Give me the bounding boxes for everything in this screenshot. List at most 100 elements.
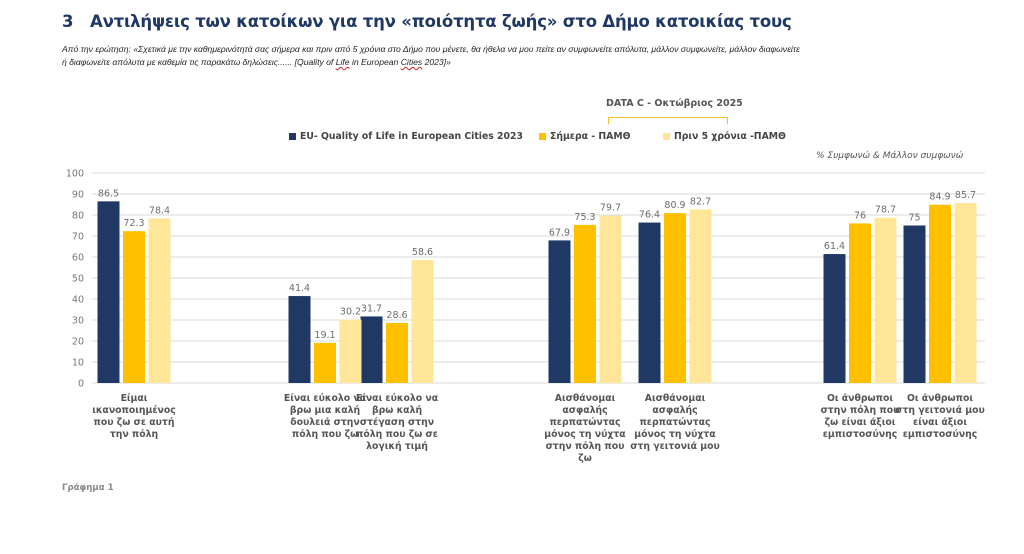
x-category-label-line: Οι άνθρωποι (827, 393, 893, 404)
bar (954, 203, 977, 383)
x-category-label-line: στέγαση στην (360, 417, 434, 428)
bar (123, 231, 145, 383)
data-label: 58.6 (412, 247, 433, 258)
data-label: 72.3 (123, 218, 144, 229)
legend-item-eu: EU- Quality of Life in European Cities 2… (289, 131, 523, 142)
x-category-label-line: ικανοποιημένος (92, 405, 176, 416)
bar (360, 316, 383, 383)
x-category-label: Αισθάνομαι ασφαλής περπατώντας μόνος τη νύχ… (544, 393, 625, 464)
unit-note: % Συμφωνώ & Μάλλον συμφωνώ (816, 151, 964, 161)
data-label: 78.4 (149, 205, 170, 216)
bar (411, 259, 434, 383)
question-text: ή διαφωνείτε απόλυτα με καθεμία τις παρα… (62, 57, 336, 67)
survey-question: Από την ερώτηση: «Σχετικά με την καθημερ… (62, 43, 1022, 69)
x-category-label-line: την πόλη (110, 429, 158, 440)
data-label: 82.7 (690, 196, 711, 207)
legend-swatch-eu (289, 133, 296, 140)
data-label: 76.4 (639, 210, 660, 221)
figure-caption: Γράφημα 1 (62, 483, 114, 493)
x-category-label-line: εμπιστοσύνης (903, 429, 978, 440)
y-tick-label: 30 (72, 316, 84, 327)
x-category-label-line: περπατώντας (639, 417, 710, 428)
legend-swatch-today (539, 133, 546, 140)
data-label: 78.7 (875, 205, 896, 216)
question-line-2: ή διαφωνείτε απόλυτα με καθεμία τις παρα… (62, 56, 1022, 69)
data-label: 75.3 (574, 212, 595, 223)
x-category-label-line: Αισθάνομαι (555, 393, 616, 404)
bar (599, 215, 622, 383)
x-category-label-line: που ζω σε αυτή (94, 417, 175, 428)
x-category-label-line: εμπιστοσύνης (823, 429, 898, 440)
x-category-label: Είναι εύκολο να βρω καλή στέγαση στην πόλη … (356, 393, 438, 452)
question-line-1: Από την ερώτηση: «Σχετικά με την καθημερ… (62, 44, 800, 54)
y-tick-label: 90 (72, 190, 84, 201)
data-label: 84.9 (929, 192, 950, 203)
x-category-label: Είναι εύκολο να βρω μια καλή δουλειά στην π… (284, 393, 366, 440)
x-category-label-line: Είναι εύκολο να (356, 393, 438, 404)
x-category-label-line: στην πόλη που (821, 405, 900, 416)
bar (874, 217, 897, 383)
bar (97, 201, 120, 383)
x-category-label-line: ζω είναι άξιοι (825, 417, 896, 428)
x-category-label-line: ασφαλής (652, 405, 697, 416)
x-category-label-line: Είμαι (121, 393, 148, 404)
x-category-label-line: πόλη που ζω (292, 429, 358, 440)
x-category-label-line: βρω καλή (372, 405, 422, 416)
data-label: 41.4 (289, 283, 310, 294)
x-category-label-line: μόνος τη νύχτα (634, 429, 715, 440)
legend-label-eu: EU- Quality of Life in European Cities 2… (300, 131, 523, 142)
data-label: 28.6 (386, 310, 407, 321)
x-category-label-line: ασφαλής (562, 405, 607, 416)
bar (849, 223, 871, 383)
question-text: 2023]» (422, 57, 451, 67)
data-label: 79.7 (600, 203, 621, 214)
data-label: 75 (908, 213, 920, 224)
y-tick-label: 0 (78, 379, 84, 390)
bar (288, 296, 311, 383)
spellcheck-word: Life (335, 57, 350, 67)
x-category-label-line: βρω μια καλή (290, 405, 360, 416)
data-label: 61.4 (824, 241, 845, 252)
x-category-label: Οι άνθρωποι στην πόλη που ζω είναι άξιοι εμ… (821, 393, 900, 440)
y-tick-label: 40 (72, 295, 84, 306)
bar (929, 204, 951, 383)
y-tick-label: 60 (72, 253, 84, 264)
bar (548, 240, 571, 383)
legend-group-bracket (608, 117, 728, 124)
data-label: 76 (854, 210, 866, 221)
x-category-label-line: είναι άξιοι (913, 417, 967, 428)
x-category-label-line: μόνος τη νύχτα (544, 429, 625, 440)
x-category-label-line: λογική τιμή (366, 441, 428, 452)
page-title: 3 Αντιλήψεις των κατοίκων για την «ποιότη… (62, 12, 792, 31)
legend-item-five-years-ago: Πριν 5 χρόνια -ΠΑΜΘ (663, 131, 786, 142)
question-text: in European (349, 57, 401, 67)
y-tick-label: 80 (72, 211, 84, 222)
bar (638, 222, 661, 383)
y-tick-label: 70 (72, 232, 84, 243)
x-category-label-line: δουλειά στην (290, 417, 359, 428)
data-label: 30.2 (340, 307, 361, 318)
title-text: Αντιλήψεις των κατοίκων για την «ποιότητ… (90, 12, 792, 31)
bar (148, 218, 171, 383)
bar (314, 342, 336, 383)
data-label: 19.1 (314, 330, 335, 341)
legend-item-today: Σήμερα - ΠΑΜΘ (539, 131, 631, 142)
x-category-label-line: ζω (578, 453, 592, 464)
x-category-label-line: στη γειτονιά μου (630, 441, 720, 452)
x-category-label: Οι άνθρωποι στη γειτονιά μου είναι άξιοι εμ… (895, 393, 985, 440)
x-category-label-line: στην πόλη που (546, 441, 625, 452)
data-label: 67.9 (549, 227, 570, 238)
bar (823, 254, 846, 383)
x-category-label-line: περπατώντας (549, 417, 620, 428)
x-category-label: Αισθάνομαι ασφαλής περπατώντας μόνος τη νύχ… (630, 393, 720, 452)
x-category-label-line: πόλη που ζω σε (356, 429, 438, 440)
data-label: 80.9 (664, 200, 685, 211)
legend-swatch-five-years-ago (663, 133, 670, 140)
bar (689, 209, 712, 383)
x-category-label-line: Οι άνθρωποι (907, 393, 973, 404)
y-tick-label: 10 (72, 358, 84, 369)
y-tick-label: 50 (72, 274, 84, 285)
legend-label-five-years-ago: Πριν 5 χρόνια -ΠΑΜΘ (674, 131, 786, 142)
bar (386, 322, 408, 383)
